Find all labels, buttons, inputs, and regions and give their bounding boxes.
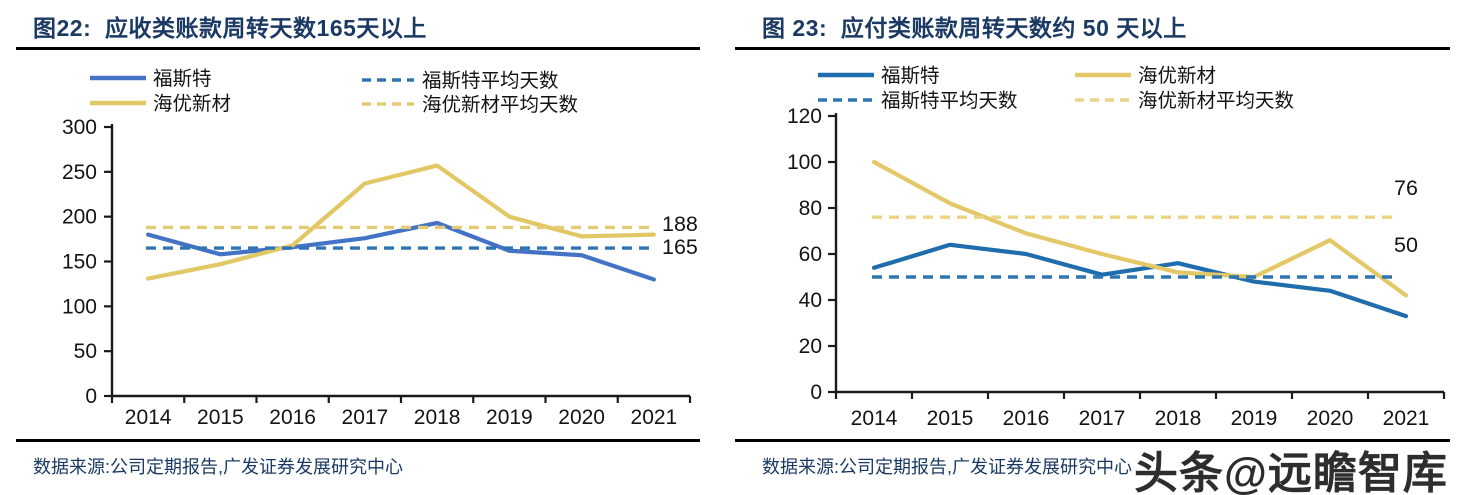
figure-title: 图22: 应收类账款周转天数165天以上: [33, 15, 427, 41]
x-tick-label: 2017: [1079, 407, 1126, 430]
series-line-1: [146, 163, 656, 281]
y-tick-label: 120: [787, 105, 822, 128]
payables-turnover-line-chart: 0 20 40 60 80 100 120 2014 2015 2016 2017 2018 2019 2…: [787, 65, 1446, 430]
source-note: 数据来源:公司定期报告,广发证券发展研究中心: [33, 457, 403, 477]
x-tick-label: 2014: [125, 406, 172, 429]
legend-label: 海优新材平均天数: [422, 94, 578, 116]
y-tick-label: 20: [799, 335, 822, 358]
x-tick-label: 2020: [558, 406, 605, 429]
y-tick-label: 0: [810, 381, 822, 404]
y-tick-label: 40: [799, 289, 822, 312]
y-tick-label: 150: [62, 251, 97, 274]
avg-value-label: 165: [662, 235, 698, 259]
x-tick-label: 2018: [414, 406, 461, 429]
y-tick-label: 300: [62, 116, 97, 139]
figure-panel-23: 图 23: 应付类账款周转天数约 50 天以上 0 20 40 60 80 100 120 2…: [735, 0, 1450, 495]
y-tick-label: 60: [799, 243, 822, 266]
figure-title: 图 23: 应付类账款周转天数约 50 天以上: [762, 15, 1187, 41]
legend-label: 福斯特平均天数: [881, 90, 1018, 112]
x-tick-label: 2020: [1307, 407, 1354, 430]
x-tick-label: 2021: [1383, 407, 1430, 430]
footer-rule: [735, 439, 1450, 442]
y-tick-label: 50: [74, 340, 97, 363]
x-tick-label: 2014: [851, 407, 898, 430]
y-tick-label: 200: [62, 206, 97, 229]
series-line-1: [871, 159, 1409, 298]
x-tick-label: 2021: [631, 406, 678, 429]
legend-label: 福斯特平均天数: [422, 70, 559, 92]
x-tick-label: 2016: [1003, 407, 1050, 430]
avg-value-label: 50: [1394, 233, 1418, 257]
x-tick-label: 2015: [927, 407, 974, 430]
avg-value-label: 76: [1394, 176, 1418, 200]
x-tick-label: 2019: [1231, 407, 1278, 430]
figure-panel-22: 图22: 应收类账款周转天数165天以上 0 50 100 150 200 250 300 2…: [16, 0, 700, 495]
legend-label: 海优新材: [153, 93, 231, 115]
footer-rule: [16, 439, 700, 442]
y-tick-label: 250: [62, 161, 97, 184]
legend-label: 福斯特: [881, 65, 940, 87]
y-tick-label: 80: [799, 197, 822, 220]
x-tick-label: 2018: [1155, 407, 1202, 430]
x-tick-label: 2019: [486, 406, 533, 429]
series-line-0: [146, 220, 656, 282]
x-tick-label: 2017: [342, 406, 389, 429]
source-note: 数据来源:公司定期报告,广发证券发展研究中心: [762, 457, 1132, 477]
legend-label: 福斯特: [153, 68, 212, 90]
avg-value-label: 188: [662, 212, 698, 236]
axes: 0 50 100 150 200 250 300 2014 2015 2016 2017 2018 20…: [62, 116, 692, 429]
receivables-turnover-line-chart: 0 50 100 150 200 250 300 2014 2015 2016 2017 2018 20…: [62, 68, 698, 429]
y-tick-label: 0: [85, 385, 97, 408]
x-tick-label: 2016: [269, 406, 316, 429]
title-rule: [735, 47, 1450, 50]
toutiao-watermark: 头条@远瞻智库: [1134, 449, 1448, 495]
legend-label: 海优新材: [1138, 65, 1216, 87]
title-rule: [16, 47, 700, 50]
y-tick-label: 100: [62, 295, 97, 318]
x-tick-label: 2015: [197, 406, 244, 429]
series-line-0: [871, 242, 1409, 319]
axes: 0 20 40 60 80 100 120 2014 2015 2016 2017 2018 2019 2…: [787, 105, 1446, 430]
y-tick-label: 100: [787, 151, 822, 174]
legend-label: 海优新材平均天数: [1138, 90, 1294, 112]
